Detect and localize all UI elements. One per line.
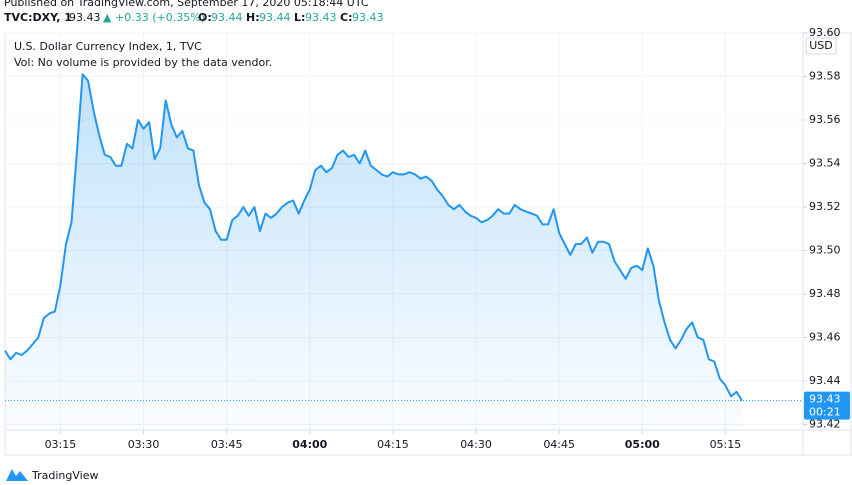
y-tick-label: 93.48 [809,287,841,300]
x-tick-label: 03:15 [45,438,77,451]
y-tick-label: 93.54 [809,157,841,170]
x-tick-label: 04:30 [460,438,492,451]
y-tick-label: 93.56 [809,113,841,126]
y-tick-label: 93.58 [809,70,841,83]
high: 93.44 [259,11,291,24]
x-tick-label: 04:45 [543,438,575,451]
y-tick-label: 93.50 [809,244,841,257]
low-label: L: [294,11,305,24]
x-tick-label: 05:15 [710,438,742,451]
x-tick-label: 03:45 [211,438,243,451]
y-tick-label: 93.52 [809,200,841,213]
close-label: C: [340,11,352,24]
y-tick-label: 93.44 [809,374,841,387]
chart-subtitle: Vol: No volume is provided by the data v… [14,56,272,69]
x-tick-label: 05:00 [625,438,660,451]
y-tick-label: 93.60 [809,26,841,39]
unit-label: USD [809,39,833,52]
x-tick-label: 04:15 [377,438,409,451]
close: 93.43 [352,11,384,24]
unit-box [805,37,837,55]
footer-brand: TradingView [31,469,98,482]
chart-title: U.S. Dollar Currency Index, 1, TVC [14,40,202,53]
line [4,73,743,402]
open-label: O: [198,11,212,24]
last-price-label: 93.43 [809,393,841,406]
y-tick-label: 93.46 [809,331,841,344]
price: 93.43 [69,11,101,24]
high-label: H: [246,11,260,24]
y-tick-label: 93.42 [809,418,841,431]
arrow: ▲ [103,11,112,24]
symbol: TVC:DXY, 1 [4,11,72,24]
x-tick-label: 04:00 [292,438,327,451]
low: 93.43 [305,11,337,24]
footer-logo [6,469,28,481]
x-tick-label: 03:30 [128,438,160,451]
open: 93.44 [211,11,243,24]
change: +0.33 (+0.35%) [115,11,205,24]
countdown: 00:21 [809,406,841,419]
published: Published on TradingView.com, September … [4,0,369,9]
area [5,74,742,431]
last-price-box [804,391,850,420]
